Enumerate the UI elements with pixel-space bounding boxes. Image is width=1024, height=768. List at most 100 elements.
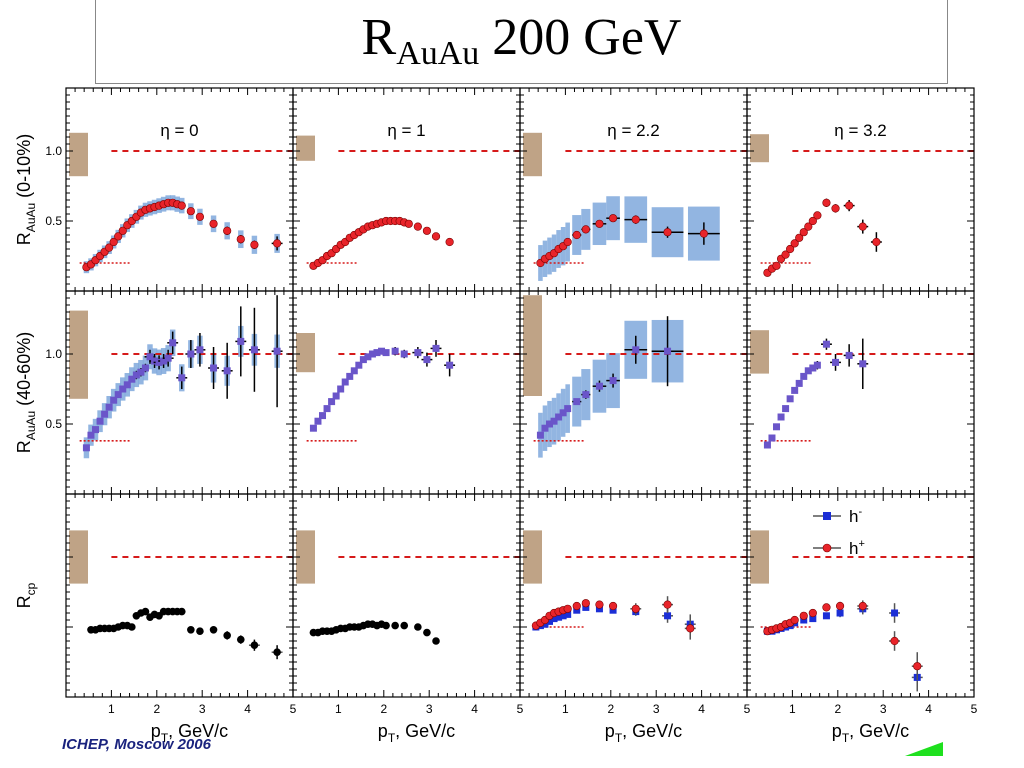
panel-frame <box>65 290 294 495</box>
x-tick-label: 2 <box>607 702 614 716</box>
data-point <box>631 604 640 613</box>
data-point <box>608 601 618 611</box>
data-point <box>177 201 186 210</box>
data-point <box>663 600 672 609</box>
data-point <box>413 222 422 231</box>
data-point <box>858 222 867 231</box>
data-point <box>813 211 822 220</box>
data-point <box>432 637 440 645</box>
data-point <box>541 424 549 432</box>
normalization-box <box>296 333 315 373</box>
title-rest: 200 GeV <box>479 9 682 66</box>
x-tick-label: 3 <box>653 702 660 716</box>
data-point <box>686 624 695 633</box>
data-point <box>913 662 922 671</box>
data-series-h- <box>763 603 923 692</box>
data-point <box>572 230 581 240</box>
data-point <box>836 609 844 617</box>
data-point <box>82 444 90 452</box>
x-tick-label: 5 <box>971 702 978 716</box>
x-tick-label: 4 <box>244 702 251 716</box>
x-tick-label: 4 <box>698 702 705 716</box>
data-point <box>250 641 259 649</box>
panel-frame <box>292 493 521 698</box>
data-series <box>536 316 684 439</box>
data-point <box>223 631 231 640</box>
data-point <box>845 201 854 210</box>
data-point <box>328 398 336 406</box>
data-point <box>791 386 799 394</box>
x-tick-label: 3 <box>426 702 433 716</box>
data-point <box>137 368 145 376</box>
data-point <box>536 431 544 439</box>
data-point <box>777 413 785 421</box>
data-point <box>822 340 830 348</box>
x-axis-label: pT, GeV/c <box>378 721 455 745</box>
legend-label: h+ <box>849 538 865 558</box>
data-point <box>114 391 122 399</box>
data-point <box>151 357 159 365</box>
data-point <box>564 610 572 618</box>
data-point <box>105 243 114 252</box>
data-point <box>550 417 558 425</box>
data-point <box>373 349 381 357</box>
data-point <box>799 228 808 237</box>
y-tick-label: 1.0 <box>45 144 62 158</box>
data-point <box>832 358 840 366</box>
x-tick-label: 3 <box>880 702 887 716</box>
normalization-box <box>296 530 315 584</box>
data-point <box>223 226 232 235</box>
data-point <box>209 219 218 228</box>
y-tick-label: 0.5 <box>45 417 62 431</box>
x-tick-label: 2 <box>380 702 387 716</box>
data-point <box>400 621 409 630</box>
data-point <box>128 375 136 383</box>
data-point <box>341 378 349 386</box>
data-point <box>332 392 340 400</box>
data-point <box>609 377 617 385</box>
x-axis-label: pT, GeV/c <box>151 721 228 745</box>
normalization-box <box>69 310 88 399</box>
data-point <box>786 395 794 403</box>
data-point <box>119 385 127 393</box>
data-point <box>273 648 281 656</box>
data-point <box>273 347 281 355</box>
data-point <box>250 346 258 354</box>
data-series <box>536 214 720 268</box>
x-tick-label: 1 <box>108 702 115 716</box>
data-point <box>595 605 603 613</box>
legend-marker-h-plus <box>822 543 832 553</box>
data-point <box>595 600 604 609</box>
data-point <box>808 216 817 226</box>
x-tick-label: 5 <box>744 702 751 716</box>
data-series-h+ <box>531 596 696 640</box>
data-point <box>432 344 440 352</box>
data-point <box>859 360 867 368</box>
data-point <box>364 353 372 361</box>
data-point <box>546 617 554 625</box>
x-tick-label: 1 <box>562 702 569 716</box>
data-point <box>250 240 259 249</box>
data-point <box>781 250 790 259</box>
data-point <box>110 396 118 404</box>
data-point <box>809 615 817 623</box>
x-tick-label: 5 <box>517 702 524 716</box>
panel-frame <box>746 290 975 495</box>
data-point <box>210 364 218 372</box>
data-point <box>822 603 831 612</box>
data-point <box>164 354 172 362</box>
normalization-box <box>296 135 315 161</box>
normalization-box <box>750 134 769 163</box>
data-point <box>195 212 205 221</box>
panel-frame <box>65 493 294 698</box>
data-point <box>582 603 590 611</box>
data-point <box>782 405 790 413</box>
x-axis-label: pT, GeV/c <box>832 721 909 745</box>
data-point <box>809 364 817 372</box>
data-series <box>763 198 882 277</box>
x-tick-label: 1 <box>789 702 796 716</box>
data-point <box>414 623 422 631</box>
data-point <box>422 226 432 235</box>
data-point <box>664 347 672 355</box>
data-point <box>813 361 821 369</box>
